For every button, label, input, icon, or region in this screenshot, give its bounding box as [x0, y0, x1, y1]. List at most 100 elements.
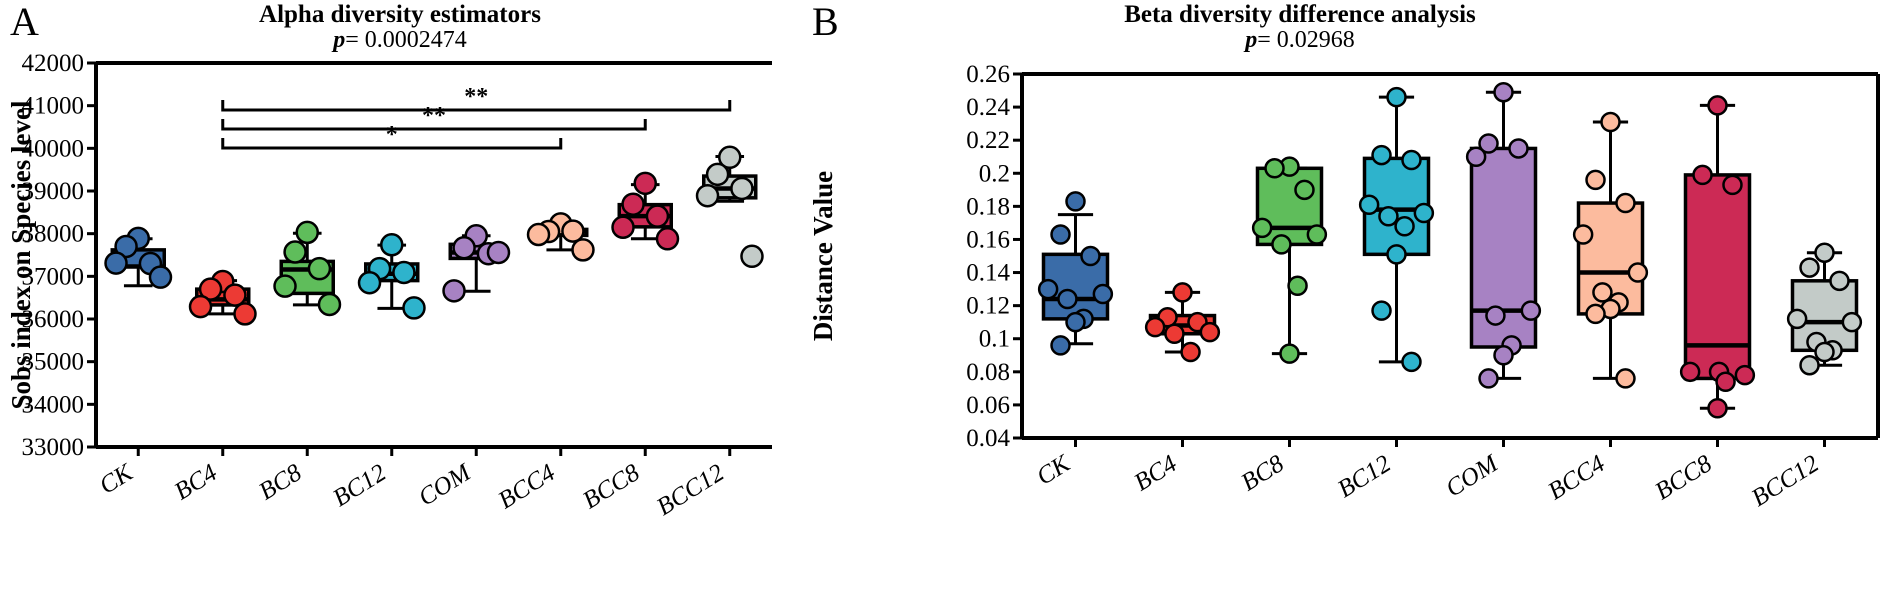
data-point [1707, 95, 1728, 116]
significance-bracket: ** [221, 84, 732, 112]
data-point [740, 244, 764, 269]
boxplot-bc8 [273, 220, 342, 317]
data-point [571, 238, 595, 262]
data-point [1358, 194, 1380, 215]
x-tick-label-bcc4: BCC4 [494, 459, 560, 514]
y-tick-label: 0.12 [966, 293, 1010, 320]
panel-b-title: Beta diversity difference analysis [1124, 1, 1476, 28]
data-point [1814, 242, 1835, 263]
significance-line [221, 119, 647, 131]
boxplot-bc4 [1144, 282, 1221, 363]
data-point [452, 235, 476, 260]
data-point [1615, 368, 1636, 389]
data-point [1627, 262, 1649, 283]
boxplot-bc4 [188, 269, 257, 326]
data-point [695, 183, 720, 208]
y-tick-label: 33000 [22, 434, 85, 461]
y-tick-label: 0.16 [966, 226, 1010, 253]
data-point [295, 220, 319, 245]
boxplot-bcc12 [695, 145, 764, 269]
y-tick-label: 0.06 [966, 392, 1010, 419]
y-tick-label: 0.24 [966, 94, 1010, 121]
data-point [1371, 300, 1392, 321]
panel-a: A Alpha diversity estimators p= 0.000247… [0, 0, 800, 609]
data-point [1585, 303, 1606, 325]
data-point [1264, 158, 1285, 179]
data-point [273, 274, 297, 298]
data-point [1092, 283, 1114, 305]
data-point [1371, 144, 1392, 166]
box-iqr [1683, 173, 1752, 381]
x-tick-label-ck: CK [95, 458, 139, 499]
data-point [730, 176, 754, 201]
data-point [283, 240, 307, 264]
panel-b-title-block: Beta diversity difference analysis p= 0.… [920, 1, 1680, 54]
data-point [380, 233, 404, 257]
y-tick-label: 0.04 [966, 425, 1010, 452]
data-point [633, 171, 657, 196]
x-tick-label-bc4: BC4 [1130, 450, 1182, 496]
x-tick-label-bcc4: BCC4 [1544, 450, 1610, 505]
data-point [1080, 245, 1101, 267]
y-tick-label: 0.2 [979, 160, 1010, 187]
boxplot-bc12 [1358, 86, 1435, 373]
data-point [1386, 244, 1407, 265]
data-point [1707, 397, 1728, 419]
panel-b-p-symbol: p [1245, 27, 1258, 54]
y-tick-label: 0.22 [966, 127, 1010, 154]
data-point [188, 294, 213, 319]
data-point [1394, 215, 1415, 237]
data-point [1413, 202, 1435, 224]
y-tick-label: 0.26 [966, 61, 1010, 88]
data-point [611, 215, 635, 240]
data-point [1600, 111, 1621, 133]
data-point [1814, 341, 1835, 363]
data-point [1065, 191, 1086, 212]
data-point [1050, 335, 1071, 356]
x-tick-label-bc12: BC12 [1333, 450, 1396, 503]
data-point [645, 204, 670, 228]
x-tick-label-bc8: BC8 [1237, 450, 1289, 497]
data-point [1057, 288, 1078, 310]
y-tick-label: 36000 [22, 306, 85, 333]
data-point [1478, 133, 1499, 154]
y-tick-label: 42000 [22, 50, 85, 77]
panel-a-title-block: Alpha diversity estimators p= 0.0002474 [120, 1, 680, 53]
data-point [561, 219, 585, 243]
significance-label: ** [464, 84, 488, 110]
x-tick-label-bcc8: BCC8 [1651, 450, 1718, 506]
data-point [1037, 278, 1059, 300]
data-point [198, 277, 223, 301]
data-point [1294, 179, 1315, 201]
panel-a-title: Alpha diversity estimators [259, 1, 541, 28]
data-point [1592, 282, 1613, 303]
y-tick-label: 37000 [22, 263, 85, 290]
y-axis-title: Distance Value [808, 171, 838, 341]
data-point [1786, 308, 1808, 330]
data-point [442, 279, 466, 303]
data-point [1386, 86, 1407, 108]
data-point [486, 240, 511, 265]
boxplot-com [442, 224, 511, 303]
y-tick-label: 0.08 [966, 359, 1010, 386]
x-tick-label-bcc12: BCC12 [1747, 450, 1824, 512]
x-tick-label-bcc8: BCC8 [578, 459, 645, 515]
y-tick-label: 35000 [22, 349, 85, 376]
x-tick-label-bc8: BC8 [254, 459, 306, 506]
y-tick-label: 38000 [22, 221, 85, 248]
data-point [402, 296, 426, 320]
data-point [1050, 224, 1071, 245]
data-point [1829, 270, 1850, 292]
data-point [1734, 364, 1756, 386]
data-point [1799, 354, 1820, 376]
data-point [148, 265, 173, 289]
panel-a-letter: A [10, 0, 39, 44]
boxplot-bc8 [1251, 156, 1328, 364]
x-tick-label-bc12: BC12 [328, 459, 391, 512]
data-point [307, 256, 332, 281]
data-point [1692, 164, 1713, 186]
y-tick-label: 0.18 [966, 193, 1010, 220]
data-point [233, 302, 257, 326]
data-point [1493, 345, 1514, 366]
